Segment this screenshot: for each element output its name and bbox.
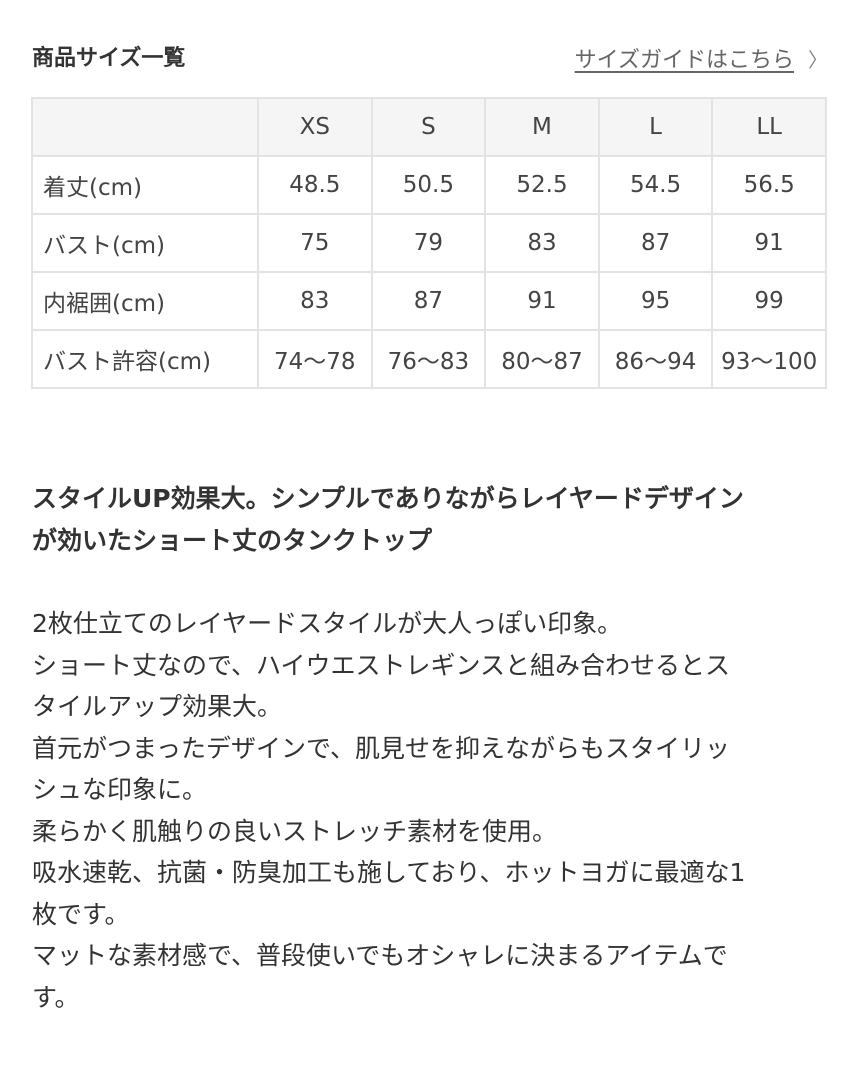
size-table: XS S M L LL 着丈(cm) 48.5 50.5 52.5 54.5 56.5 バスト(cm… <box>31 97 827 389</box>
chevron-right-icon: 〉 <box>808 48 828 72</box>
table-row: バスト(cm) 75 79 83 87 91 <box>31 213 827 273</box>
text-line: マットな素材感で、普段使いでもオシャレに決まるアイテムで <box>32 941 728 970</box>
table-cell: 48.5 <box>257 155 373 215</box>
description-lead: スタイルUP効果大。シンプルでありながらレイヤードデザイン が効いたショート丈のタ… <box>32 478 832 562</box>
column-header: XS <box>257 97 373 157</box>
table-cell: 99 <box>711 271 827 331</box>
table-cell: 93〜100 <box>711 329 827 389</box>
table-cell: 80〜87 <box>484 329 600 389</box>
page-title: 商品サイズ一覧 <box>32 46 186 71</box>
table-cell: 52.5 <box>484 155 600 215</box>
table-cell: 56.5 <box>711 155 827 215</box>
table-header-row: XS S M L LL <box>31 97 827 157</box>
column-header <box>31 97 259 157</box>
column-header: L <box>597 97 714 157</box>
table-row: バスト許容(cm) 74〜78 76〜83 80〜87 86〜94 93〜100 <box>31 329 827 389</box>
table-cell: 87 <box>597 213 714 273</box>
table-row: 内裾囲(cm) 83 87 91 95 99 <box>31 271 827 331</box>
table-cell: 75 <box>257 213 373 273</box>
row-label: バスト(cm) <box>31 213 259 273</box>
table-cell: 50.5 <box>370 155 487 215</box>
table-cell: 86〜94 <box>597 329 714 389</box>
text-line: タイルアップ効果大。 <box>32 692 283 721</box>
size-guide-link[interactable]: サイズガイドはこちら〉 <box>575 42 828 74</box>
table-cell: 76〜83 <box>370 329 487 389</box>
text-line: 吸水速乾、抗菌・防臭加工も施しており、ホットヨガに最適な1 <box>32 858 746 887</box>
table-cell: 54.5 <box>597 155 714 215</box>
text-line: スタイルUP効果大。シンプルでありながらレイヤードデザイン <box>32 484 744 513</box>
table-cell: 87 <box>370 271 487 331</box>
text-line: 首元がつまったデザインで、肌見せを抑えながらもスタイリッ <box>32 733 731 763</box>
column-header: LL <box>711 97 827 157</box>
text-line: 枚です。 <box>32 899 130 929</box>
table-cell: 95 <box>597 271 714 331</box>
text-line: が効いたショート丈のタンクトップ <box>32 526 433 555</box>
table-cell: 83 <box>257 271 373 331</box>
text-line: シュな印象に。 <box>32 775 208 804</box>
column-header: M <box>484 97 600 157</box>
row-label: 着丈(cm) <box>31 155 259 215</box>
text-line: 柔らかく肌触りの良いストレッチ素材を使用。 <box>32 816 558 846</box>
row-label: 内裾囲(cm) <box>31 271 259 331</box>
row-label: バスト許容(cm) <box>31 329 259 389</box>
table-cell: 74〜78 <box>257 329 373 389</box>
table-cell: 83 <box>484 213 600 273</box>
text-line: す。 <box>32 982 80 1012</box>
table-row: 着丈(cm) 48.5 50.5 52.5 54.5 56.5 <box>31 155 827 215</box>
size-guide-label: サイズガイドはこちら <box>574 48 794 73</box>
text-line: ショート丈なので、ハイウエストレギンスと組み合わせるとス <box>32 650 731 680</box>
table-cell: 91 <box>711 213 827 273</box>
table-cell: 91 <box>484 271 600 331</box>
column-header: S <box>370 97 487 157</box>
text-line: 2枚仕立てのレイヤードスタイルが大人っぽい印象。 <box>32 609 623 638</box>
table-cell: 79 <box>370 213 487 273</box>
description-body: 2枚仕立てのレイヤードスタイルが大人っぽい印象。ショート丈なので、ハイウエストレ… <box>32 603 832 1018</box>
